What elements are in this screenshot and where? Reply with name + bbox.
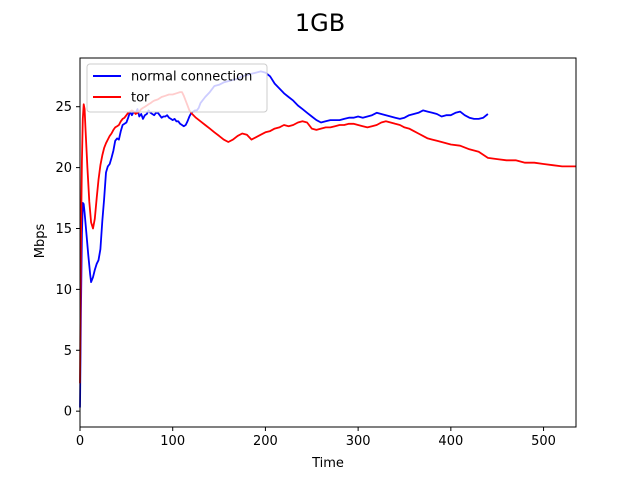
x-tick-label: 500: [531, 434, 556, 449]
y-tick-label: 10: [55, 283, 72, 298]
y-tick-label: 20: [55, 161, 72, 176]
legend: normal connection tor: [86, 63, 268, 113]
x-tick-label: 400: [438, 434, 463, 449]
series-line-tor: [79, 91, 576, 384]
x-tick-label: 100: [160, 434, 185, 449]
x-tick-label: 0: [76, 434, 84, 449]
legend-box: [86, 63, 268, 113]
y-tick-label: 15: [55, 222, 72, 237]
y-axis: 0 5 10 15 20 25: [55, 100, 80, 420]
x-tick-label: 200: [253, 434, 278, 449]
legend-label: normal connection: [131, 70, 252, 85]
x-tick-label: 300: [346, 434, 371, 449]
legend-label: tor: [131, 91, 150, 106]
series-lines: [79, 70, 576, 408]
y-axis-label: Mbps: [33, 224, 48, 259]
y-tick-label: 25: [55, 100, 72, 115]
series-line-normal-connection: [79, 70, 489, 408]
plot-frame: [79, 57, 577, 428]
y-tick-label: 0: [64, 405, 72, 420]
x-axis: 0 100 200 300 400 500: [76, 427, 556, 449]
chart-title: 1GB: [295, 9, 345, 37]
x-axis-label: Time: [311, 456, 344, 471]
y-tick-label: 5: [64, 344, 72, 359]
